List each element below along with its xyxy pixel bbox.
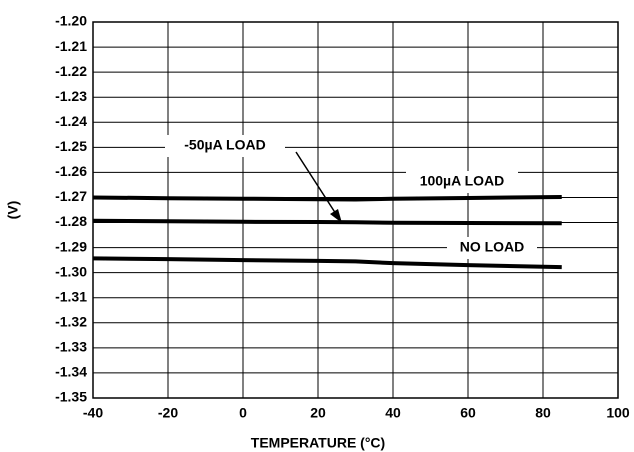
series-label: NO LOAD bbox=[460, 239, 525, 255]
arrow-line bbox=[295, 151, 337, 215]
series-line bbox=[92, 218, 562, 226]
plot-border bbox=[92, 21, 619, 399]
y-tick-label: -1.30 bbox=[55, 263, 87, 279]
y-tick-label: -1.27 bbox=[55, 188, 87, 204]
x-tick-label: 0 bbox=[239, 405, 247, 421]
x-tick-label: -40 bbox=[83, 405, 103, 421]
y-tick-label: -1.22 bbox=[55, 63, 87, 79]
x-axis-label: TEMPERATURE (°C) bbox=[251, 435, 385, 451]
series-label: -50µA LOAD bbox=[184, 137, 265, 153]
series-label: 100µA LOAD bbox=[420, 173, 505, 189]
y-tick-label: -1.28 bbox=[55, 213, 87, 229]
label-background bbox=[165, 135, 285, 157]
label-background bbox=[406, 171, 518, 193]
y-tick-label: -1.21 bbox=[55, 38, 87, 54]
x-tick-label: 20 bbox=[310, 405, 326, 421]
label-background bbox=[447, 237, 537, 259]
y-tick-label: -1.23 bbox=[55, 88, 87, 104]
series-line bbox=[92, 194, 562, 202]
y-tick-label: -1.31 bbox=[55, 288, 87, 304]
y-axis-label: (V) bbox=[5, 201, 21, 220]
x-tick-label: 40 bbox=[385, 405, 401, 421]
y-tick-label: -1.25 bbox=[55, 138, 87, 154]
y-tick-label: -1.26 bbox=[55, 163, 87, 179]
y-tick-label: -1.29 bbox=[55, 238, 87, 254]
x-tick-label: 80 bbox=[535, 405, 551, 421]
y-tick-label: -1.32 bbox=[55, 314, 87, 330]
y-tick-label: -1.35 bbox=[55, 389, 87, 405]
y-tick-label: -1.33 bbox=[55, 339, 87, 355]
series-line bbox=[92, 256, 562, 270]
arrow-head bbox=[330, 209, 342, 223]
y-tick-label: -1.34 bbox=[55, 364, 87, 380]
y-tick-label: -1.20 bbox=[55, 13, 87, 29]
x-tick-label: 100 bbox=[606, 405, 630, 421]
y-tick-label: -1.24 bbox=[55, 113, 87, 129]
x-tick-label: -20 bbox=[158, 405, 178, 421]
x-tick-label: 60 bbox=[460, 405, 476, 421]
